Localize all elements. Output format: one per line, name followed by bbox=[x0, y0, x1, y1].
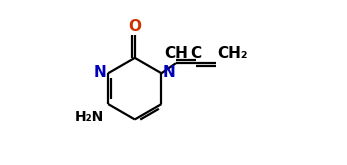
Text: N: N bbox=[94, 65, 107, 80]
Text: H₂N: H₂N bbox=[75, 110, 104, 124]
Text: C: C bbox=[191, 46, 202, 61]
Text: CH: CH bbox=[164, 46, 188, 61]
Text: CH₂: CH₂ bbox=[217, 46, 248, 61]
Text: N: N bbox=[163, 65, 176, 80]
Text: O: O bbox=[128, 19, 141, 34]
